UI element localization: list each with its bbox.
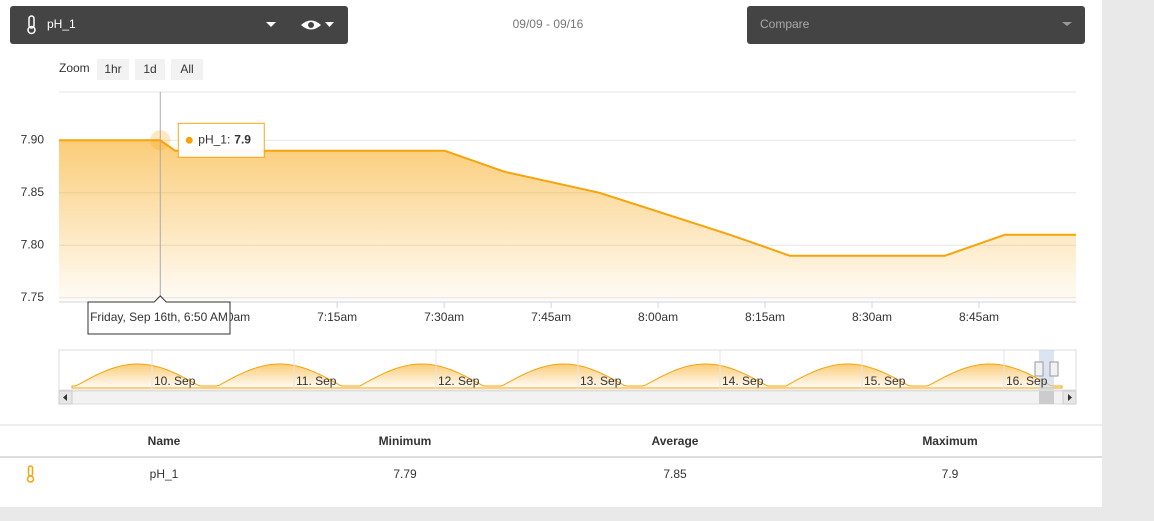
table-cell: 7.79 <box>393 467 417 481</box>
y-tick-label: 7.90 <box>21 132 45 146</box>
y-tick-label: 7.80 <box>21 237 45 251</box>
tooltip-dot <box>185 136 193 144</box>
table-cell: 7.9 <box>942 467 959 481</box>
x-tick-label: 7:30am <box>424 310 464 324</box>
zoom-button-label: 1hr <box>104 62 121 76</box>
y-tick-label: 7.85 <box>21 185 45 199</box>
zoom-label: Zoom <box>59 61 90 75</box>
navigator-label: 16. Sep <box>1006 374 1048 388</box>
time-tooltip-box <box>87 295 231 335</box>
x-tick-label: 8:45am <box>959 310 999 324</box>
sensor-dropdown[interactable] <box>10 6 348 44</box>
zoom-button[interactable] <box>171 59 203 80</box>
zoom-button-label: 1d <box>143 62 156 76</box>
area-fill <box>59 140 1076 302</box>
eye-icon[interactable] <box>301 20 334 30</box>
navigator-label: 15. Sep <box>864 374 906 388</box>
navigator-window[interactable] <box>1039 350 1054 390</box>
column-header: Average <box>652 434 699 448</box>
arrow <box>63 394 67 401</box>
tooltip-text: pH_1: 7.9 <box>198 132 251 146</box>
column-header: Minimum <box>379 434 432 448</box>
navigator-label: 11. Sep <box>296 374 337 388</box>
caret[interactable] <box>266 22 276 27</box>
hover-halo <box>150 130 171 151</box>
navigator-label: 12. Sep <box>438 374 480 388</box>
zoom-button[interactable] <box>97 59 129 80</box>
date-range: 09/09 - 09/16 <box>513 17 584 31</box>
navigator-label: 14. Sep <box>722 374 764 388</box>
column-header: Name <box>148 434 181 448</box>
table-cell: 7.85 <box>663 467 687 481</box>
navigator-label: 13. Sep <box>580 374 622 388</box>
zoom-button[interactable] <box>135 59 165 80</box>
navigator-series <box>71 363 1063 389</box>
arrow <box>1068 394 1072 401</box>
y-tick-label: 7.75 <box>21 290 45 304</box>
series-line <box>59 139 1076 257</box>
table-cell: pH_1 <box>150 467 179 481</box>
navigator-handle[interactable] <box>1034 361 1044 377</box>
compare-dropdown[interactable] <box>747 6 1085 44</box>
scrollbar-track[interactable] <box>58 390 1077 405</box>
scroll-thumb[interactable] <box>1039 391 1054 404</box>
tooltip-value: 7.9 <box>234 132 251 146</box>
navigator-label: 10. Sep <box>154 374 196 388</box>
row-icon <box>26 465 35 483</box>
zoom-button-label: All <box>180 62 193 76</box>
x-tick-label: 8:00am <box>638 310 678 324</box>
compare-placeholder: Compare <box>760 17 810 31</box>
tooltip-label: pH_1: <box>198 132 230 146</box>
x-tick-label: 8:15am <box>745 310 785 324</box>
thermometer-icon <box>27 15 36 35</box>
x-tick-label: 7:15am <box>317 310 357 324</box>
navigator-handle[interactable] <box>1049 361 1059 377</box>
x-tick-label: 8:30am <box>852 310 892 324</box>
sensor-name: pH_1 <box>47 17 76 31</box>
x-tick-label: 7:45am <box>531 310 571 324</box>
time-tooltip-text: Friday, Sep 16th, 6:50 AM <box>90 310 228 324</box>
column-header: Maximum <box>922 434 977 448</box>
caret[interactable] <box>1062 22 1072 26</box>
